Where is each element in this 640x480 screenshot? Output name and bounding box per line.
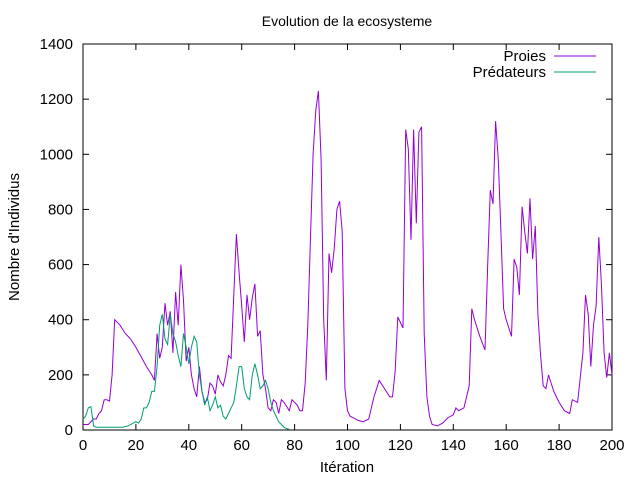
series-layer xyxy=(82,90,613,430)
y-axis-label: Nombre d'Individus xyxy=(6,173,23,301)
y-tick-label: 800 xyxy=(48,201,73,218)
y-tick-label: 1400 xyxy=(40,36,73,53)
plot-frame xyxy=(82,43,613,431)
x-tick-label: 60 xyxy=(233,437,250,454)
chart-title: Evolution de la ecosysteme xyxy=(262,13,433,29)
x-tick-label: 140 xyxy=(441,437,466,454)
y-tick-label: 200 xyxy=(48,367,73,384)
legend-label: Proies xyxy=(503,48,546,65)
x-tick-label: 120 xyxy=(388,437,413,454)
x-tick-label: 200 xyxy=(599,437,624,454)
y-tick-label: 600 xyxy=(48,257,73,274)
y-tick-label: 1200 xyxy=(40,91,73,108)
x-tick-label: 160 xyxy=(494,437,519,454)
y-axis-ticks: 0 200 400 600 800 1000 1200 1400 xyxy=(40,36,612,439)
x-axis-label: Itération xyxy=(320,459,374,476)
x-tick-label: 20 xyxy=(128,437,145,454)
y-tick-label: 1000 xyxy=(40,146,73,163)
series-line-proies xyxy=(83,90,613,427)
x-tick-label: 180 xyxy=(547,437,572,454)
y-tick-label: 400 xyxy=(48,312,73,329)
x-tick-label: 100 xyxy=(335,437,360,454)
legend-label: Prédateurs xyxy=(473,64,546,81)
y-tick-label: 0 xyxy=(65,422,73,439)
x-tick-label: 0 xyxy=(79,437,87,454)
series-line-predateurs xyxy=(82,314,290,430)
x-tick-label: 80 xyxy=(286,437,303,454)
x-tick-label: 40 xyxy=(180,437,197,454)
x-axis-ticks: 0 20 40 60 80 100 120 140 160 180 200 xyxy=(79,44,625,454)
